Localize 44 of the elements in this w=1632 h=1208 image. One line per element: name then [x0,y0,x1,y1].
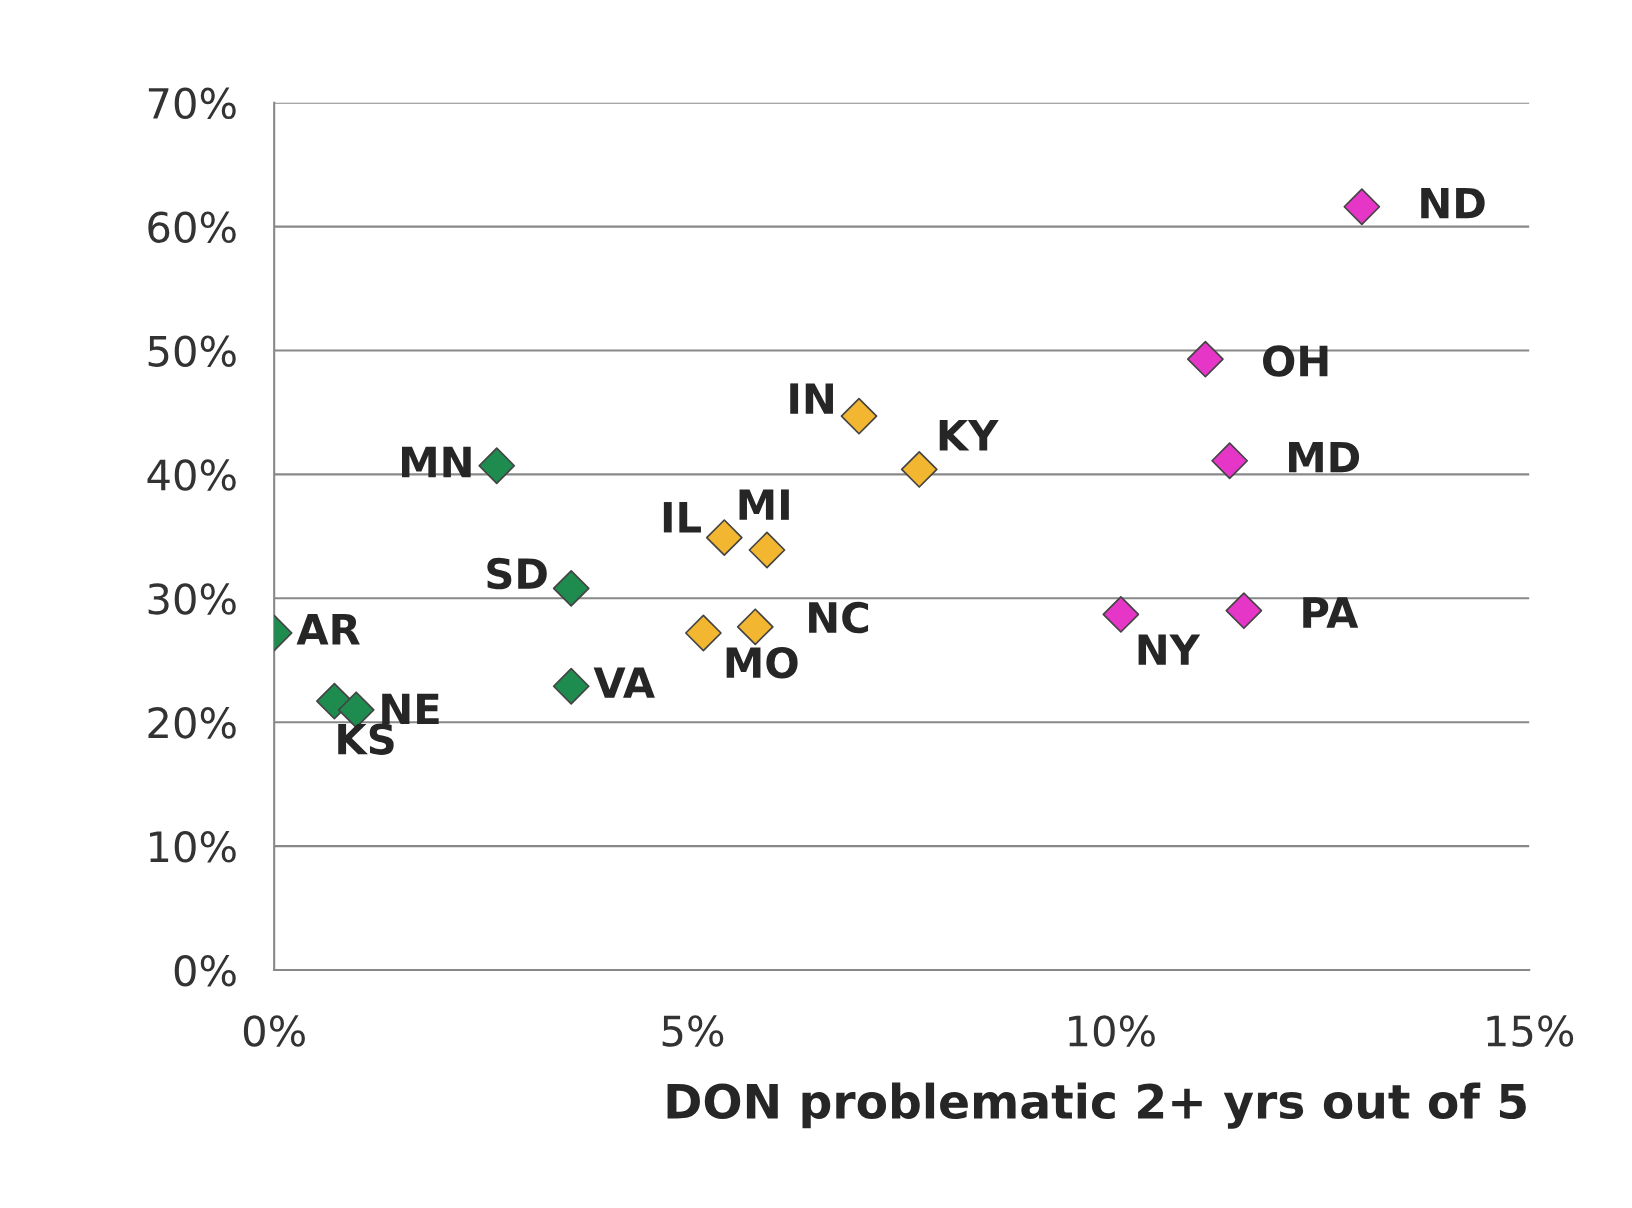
y-tick-label: 30% [148,583,236,615]
x-tick-label: 10% [1069,1015,1155,1047]
point [1186,340,1224,378]
annotation: NC [809,601,869,634]
y-tick-label: 40% [147,459,236,491]
annotation: PA [1303,597,1359,628]
x-axis-title: DON problematic 2+ yrs out of 5 [667,1082,1526,1129]
point [1225,592,1263,630]
x-tick-label: 0% [243,1015,305,1047]
point [748,531,786,569]
annotation: KY [939,420,999,451]
point [478,447,516,485]
y-tick-label: 70% [148,87,236,120]
annotation: IL [663,502,701,533]
y-tick-label: 60% [148,211,236,244]
annotation: MO [726,646,798,679]
annotation: MD [1289,441,1360,473]
x-tick-label: 5% [662,1015,724,1047]
annotation: OH [1263,345,1328,377]
point [1343,188,1381,226]
point [840,397,878,435]
annotation: AR [296,614,360,645]
point [1211,442,1249,480]
annotation: VA [593,667,655,698]
y-tick-label: 20% [148,707,236,739]
point [736,608,774,646]
annotation: IN [790,383,833,414]
y-tick-label: 10% [150,831,236,863]
point [552,667,590,705]
point [900,451,938,488]
x-tick-label: 15% [1487,1015,1574,1047]
point [684,614,722,652]
annotation: MN [402,446,471,478]
point [1102,596,1140,633]
point [705,519,743,556]
annotation: KS [338,723,394,755]
annotation: NE [382,693,439,725]
point [552,569,590,607]
y-tick-label: 50% [148,335,236,367]
annotation: SD [487,557,547,590]
annotation: ND [1421,187,1485,219]
annotation: NY [1138,634,1201,665]
y-tick-label: 0% [174,954,236,987]
annotation: MI [739,489,789,520]
